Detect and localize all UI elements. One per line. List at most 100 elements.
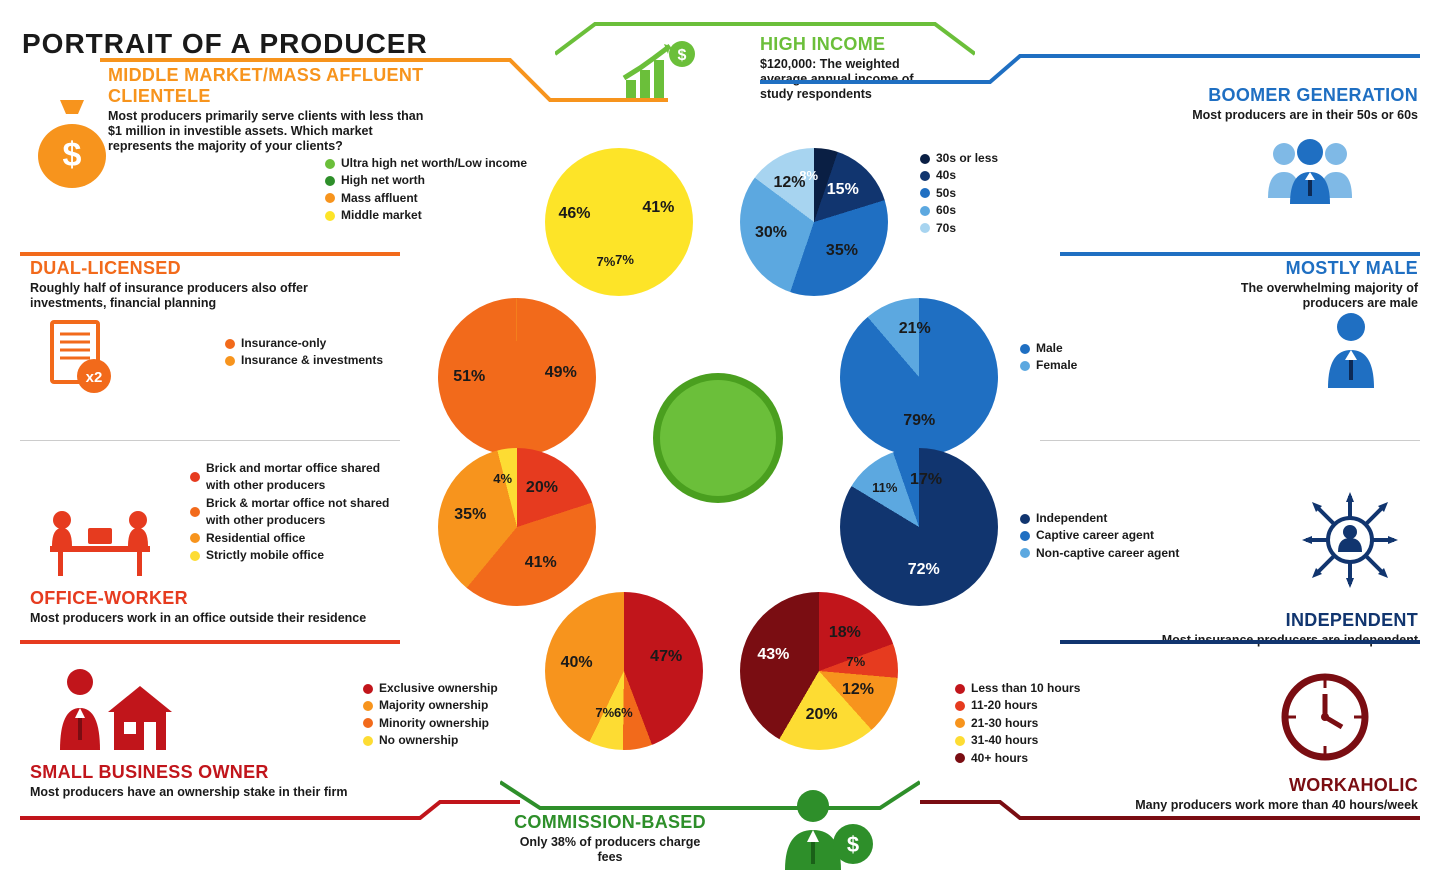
- pie-slice-label: 47%: [650, 648, 682, 666]
- pie-clientele: 46%41%7%7%: [545, 148, 693, 296]
- dual-title: DUAL-LICENSED: [30, 258, 350, 279]
- connector-boomer: [760, 54, 1420, 88]
- connector-independent: [1060, 636, 1420, 648]
- connector-high-income: [555, 18, 975, 58]
- legend-swatch: [325, 176, 335, 186]
- independent-title: INDEPENDENT: [1108, 610, 1418, 631]
- legend-label: Less than 10 hours: [971, 680, 1080, 697]
- pie-slice-label: 17%: [910, 471, 942, 489]
- legend-row: Brick and mortar office shared with othe…: [190, 460, 390, 495]
- pie-office: 20%41%35%4%: [438, 448, 596, 606]
- legend-label: Strictly mobile office: [206, 547, 324, 564]
- legend-label: 50s: [936, 185, 956, 202]
- pie-slice-label: 41%: [525, 554, 557, 572]
- legend-swatch: [955, 753, 965, 763]
- pie-slice-label: 21%: [899, 320, 931, 338]
- legend-row: Insurance & investments: [225, 352, 383, 369]
- pie-slice-label: 18%: [829, 624, 861, 642]
- legend-label: 30s or less: [936, 150, 998, 167]
- legend-swatch: [955, 736, 965, 746]
- pie-slice-label: 30%: [755, 224, 787, 242]
- legend-label: Mass affluent: [341, 190, 418, 207]
- desk-workers-icon: [40, 506, 160, 580]
- legend-swatch: [920, 188, 930, 198]
- pie-slice-label: 46%: [558, 205, 590, 223]
- pie-small-biz: 47%6%7%40%: [545, 592, 703, 750]
- section-small-biz: SMALL BUSINESS OWNER Most producers have…: [30, 762, 390, 800]
- legend-label: Non-captive career agent: [1036, 545, 1179, 562]
- legend-label: 70s: [936, 220, 956, 237]
- workaholic-legend: Less than 10 hours11-20 hours21-30 hours…: [955, 680, 1080, 767]
- divider-left: [20, 440, 400, 441]
- legend-row: No ownership: [363, 732, 498, 749]
- male-legend: MaleFemale: [1020, 340, 1077, 375]
- workaholic-title: WORKAHOLIC: [1078, 775, 1418, 796]
- pie-slice-label: 49%: [545, 364, 577, 382]
- legend-row: 70s: [920, 220, 998, 237]
- pie-male: 79% 21%: [840, 298, 998, 456]
- legend-row: Brick & mortar office not shared with ot…: [190, 495, 390, 530]
- pie-slice-label: 72%: [908, 561, 940, 579]
- svg-text:$: $: [63, 136, 82, 174]
- legend-label: Brick and mortar office shared with othe…: [206, 460, 390, 495]
- legend-row: 40+ hours: [955, 750, 1080, 767]
- connector-workaholic: [920, 800, 1420, 824]
- independent-icon: [1300, 490, 1400, 590]
- legend-row: Independent: [1020, 510, 1179, 527]
- legend-row: 30s or less: [920, 150, 998, 167]
- small-biz-legend: Exclusive ownershipMajority ownershipMin…: [363, 680, 498, 750]
- independent-legend: IndependentCaptive career agentNon-capti…: [1020, 510, 1179, 562]
- divider-right: [1040, 440, 1420, 441]
- legend-label: High net worth: [341, 172, 425, 189]
- legend-label: Residential office: [206, 530, 305, 547]
- legend-label: Majority ownership: [379, 697, 488, 714]
- legend-row: 50s: [920, 185, 998, 202]
- pie-slice-label: 43%: [757, 646, 789, 664]
- legend-row: 21-30 hours: [955, 715, 1080, 732]
- legend-label: Female: [1036, 357, 1077, 374]
- legend-row: Male: [1020, 340, 1077, 357]
- pie-boomer: 8%15%35%30%12%: [740, 148, 888, 296]
- legend-label: Ultra high net worth/Low income: [341, 155, 527, 172]
- money-bag-icon: $: [36, 100, 108, 190]
- legend-row: Insurance-only: [225, 335, 383, 352]
- legend-swatch: [920, 206, 930, 216]
- svg-text:$: $: [847, 832, 859, 857]
- office-title: OFFICE-WORKER: [30, 588, 390, 609]
- legend-row: Strictly mobile office: [190, 547, 390, 564]
- pie-slice-label: 41%: [642, 199, 674, 217]
- connector-office: [20, 636, 400, 648]
- section-commission: COMMISSION-BASED Only 38% of producers c…: [510, 812, 710, 865]
- pie-slice-label: 79%: [903, 412, 935, 430]
- connector-small-biz: [20, 800, 520, 824]
- office-legend: Brick and mortar office shared with othe…: [190, 460, 390, 564]
- pie-slice-label: 51%: [453, 368, 485, 386]
- clientele-legend: Ultra high net worth/Low incomeHigh net …: [325, 155, 527, 225]
- legend-swatch: [325, 211, 335, 221]
- pie-slice-label: 11%: [872, 480, 897, 495]
- section-dual: DUAL-LICENSED Roughly half of insurance …: [30, 258, 350, 311]
- connector-male: [1060, 248, 1420, 260]
- male-title: MOSTLY MALE: [1198, 258, 1418, 279]
- pie-independent: 72% 11% 17%: [840, 448, 998, 606]
- legend-swatch: [955, 718, 965, 728]
- legend-row: Captive career agent: [1020, 527, 1179, 544]
- legend-label: Insurance-only: [241, 335, 326, 352]
- pie-slice-label: 12%: [842, 681, 874, 699]
- pie-slice-label: 4%: [493, 471, 512, 486]
- legend-swatch: [363, 701, 373, 711]
- center-circle: [653, 373, 783, 503]
- legend-swatch: [225, 356, 235, 366]
- connector-dual: [20, 248, 400, 260]
- legend-row: Majority ownership: [363, 697, 498, 714]
- legend-row: 40s: [920, 167, 998, 184]
- pie-slice-label: 35%: [454, 506, 486, 524]
- legend-swatch: [920, 223, 930, 233]
- section-office: OFFICE-WORKER Most producers work in an …: [30, 588, 390, 626]
- legend-row: Middle market: [325, 207, 527, 224]
- legend-swatch: [920, 154, 930, 164]
- boomer-legend: 30s or less40s50s60s70s: [920, 150, 998, 237]
- legend-swatch: [363, 736, 373, 746]
- pie-dual: 51% 49%: [438, 298, 596, 456]
- dual-legend: Insurance-onlyInsurance & investments: [225, 335, 383, 370]
